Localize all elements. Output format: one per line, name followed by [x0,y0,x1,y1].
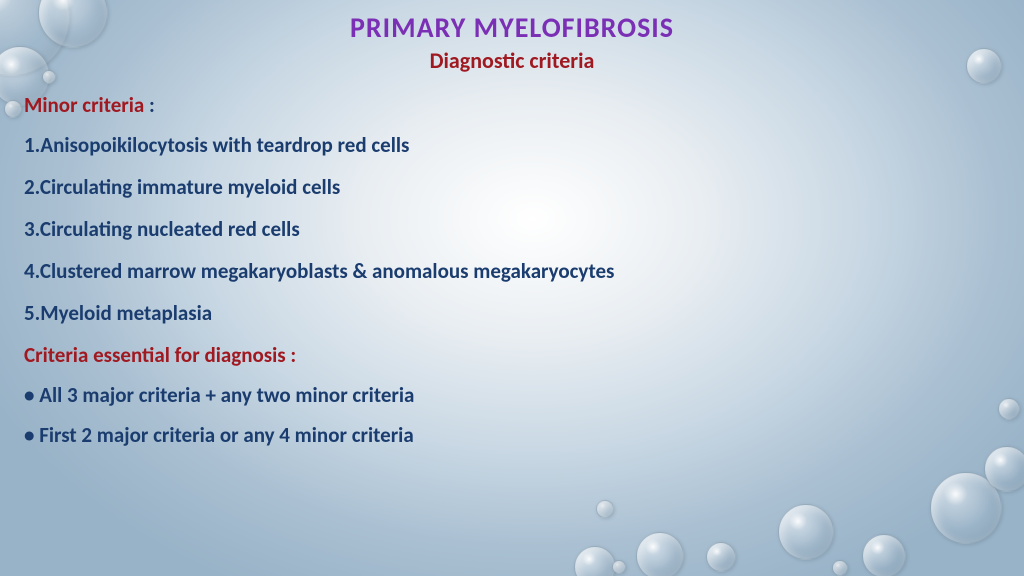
list-item-text: Anisopoikilocytosis with teardrop red ce… [40,132,409,158]
minor-label-colon: : [144,92,155,118]
list-item: 3.Circulating nucleated red cells [24,216,1002,242]
slide-body: Minor criteria : 1.Anisopoikilocytosis w… [22,92,1002,448]
minor-criteria-heading: Minor criteria : [24,92,1002,118]
list-item-text: Clustered marrow megakaryoblasts & anoma… [40,258,615,284]
minor-label-text: Minor criteria [24,92,144,118]
bullet-text: All 3 major criteria + any two minor cri… [39,382,414,408]
list-item-number: 1. [24,132,40,158]
list-item: 5.Myeloid metaplasia [24,300,1002,326]
bullet-item: • All 3 major criteria + any two minor c… [24,382,1002,408]
slide-content: PRIMARY MYELOFIBROSIS Diagnostic criteri… [0,0,1024,576]
essential-bullet-list: • All 3 major criteria + any two minor c… [24,382,1002,448]
list-item: 2.Circulating immature myeloid cells [24,174,1002,200]
list-item: 1.Anisopoikilocytosis with teardrop red … [24,132,1002,158]
bullet-dot-icon: • [24,422,39,448]
list-item-number: 4. [24,258,40,284]
list-item: 4.Clustered marrow megakaryoblasts & ano… [24,258,1002,284]
bullet-dot-icon: • [24,382,39,408]
list-item-number: 3. [24,216,40,242]
slide-subtitle: Diagnostic criteria [22,47,1002,74]
list-item-text: Circulating nucleated red cells [40,216,300,242]
bullet-item: • First 2 major criteria or any 4 minor … [24,422,1002,448]
list-item-text: Myeloid metaplasia [40,300,212,326]
list-item-number: 5. [24,300,40,326]
list-item-number: 2. [24,174,40,200]
slide: PRIMARY MYELOFIBROSIS Diagnostic criteri… [0,0,1024,576]
slide-title: PRIMARY MYELOFIBROSIS [22,10,1002,45]
list-item-text: Circulating immature myeloid cells [40,174,340,200]
essential-heading: Criteria essential for diagnosis : [24,342,1002,368]
bullet-text: First 2 major criteria or any 4 minor cr… [39,422,413,448]
minor-criteria-list: 1.Anisopoikilocytosis with teardrop red … [24,132,1002,326]
